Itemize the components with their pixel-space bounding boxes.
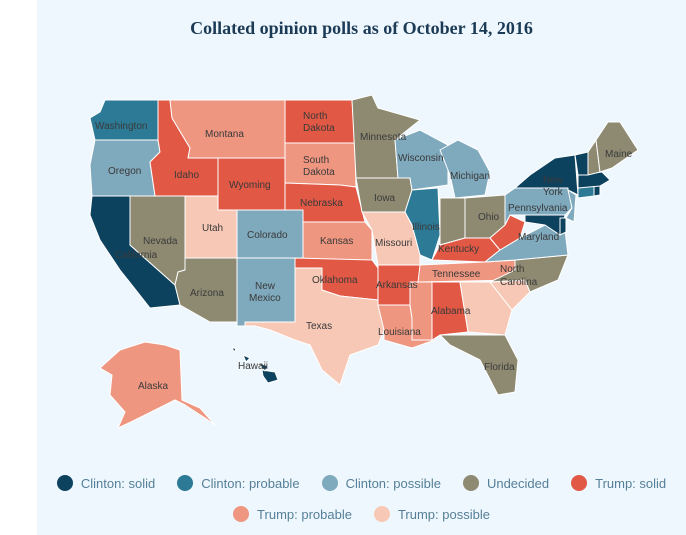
label-alaska: Alaska bbox=[138, 381, 168, 392]
legend-swatch-clinton-solid bbox=[56, 475, 73, 491]
label-alabama: Alabama bbox=[431, 306, 471, 317]
legend-item-trump-probable[interactable]: Trump: probable bbox=[233, 506, 352, 522]
legend-item-trump-possible[interactable]: Trump: possible bbox=[373, 506, 490, 522]
legend-label-clinton-probable: Clinton: probable bbox=[201, 475, 300, 491]
label-new-mexico-2: Mexico bbox=[249, 293, 281, 304]
legend-row-1: Clinton: solid Clinton: probable Clinton… bbox=[37, 475, 686, 491]
legend-label-trump-solid: Trump: solid bbox=[595, 475, 667, 491]
label-illinois: Illinois bbox=[412, 222, 440, 233]
label-utah: Utah bbox=[202, 223, 223, 234]
label-south-dakota-2: Dakota bbox=[303, 167, 335, 178]
state-florida[interactable] bbox=[439, 334, 519, 396]
legend-swatch-trump-solid bbox=[571, 475, 588, 491]
label-north-dakota-1: North bbox=[303, 111, 327, 122]
label-hawaii: Hawaii bbox=[238, 361, 268, 372]
label-washington: Washington bbox=[95, 121, 147, 132]
state-kansas[interactable] bbox=[302, 221, 373, 261]
label-maine: Maine bbox=[605, 149, 633, 160]
label-kansas: Kansas bbox=[320, 236, 353, 247]
state-maryland[interactable] bbox=[524, 214, 566, 236]
state-labels: Washington Oregon California Nevada Idah… bbox=[95, 111, 633, 392]
label-nevada: Nevada bbox=[143, 236, 178, 247]
label-tennessee: Tennessee bbox=[432, 269, 481, 280]
state-new-jersey[interactable] bbox=[565, 189, 577, 223]
legend-label-undecided: Undecided bbox=[486, 475, 550, 491]
label-minnesota: Minnesota bbox=[360, 132, 407, 143]
label-california: California bbox=[115, 250, 158, 261]
map-title: Collated opinion polls as of October 14,… bbox=[190, 18, 533, 38]
state-alabama[interactable] bbox=[431, 281, 469, 341]
legend-swatch-clinton-probable bbox=[177, 475, 194, 491]
legend-label-clinton-possible: Clinton: possible bbox=[345, 475, 441, 491]
state-maine[interactable] bbox=[595, 121, 639, 173]
state-north-carolina[interactable] bbox=[489, 254, 569, 293]
label-texas: Texas bbox=[306, 321, 332, 332]
label-wyoming: Wyoming bbox=[229, 180, 271, 191]
label-wisconsin: Wisconsin bbox=[398, 153, 444, 164]
label-arizona: Arizona bbox=[190, 288, 224, 299]
label-idaho: Idaho bbox=[174, 170, 199, 181]
state-delaware[interactable] bbox=[559, 217, 567, 236]
legend-label-trump-probable: Trump: probable bbox=[257, 506, 352, 522]
legend-swatch-trump-possible bbox=[373, 506, 390, 522]
label-north-dakota-2: Dakota bbox=[303, 123, 335, 134]
label-florida: Florida bbox=[484, 362, 515, 373]
label-michigan: Michigan bbox=[450, 171, 490, 182]
state-michigan[interactable] bbox=[439, 139, 491, 199]
label-colorado: Colorado bbox=[247, 230, 288, 241]
state-new-york[interactable] bbox=[514, 154, 579, 196]
state-illinois[interactable] bbox=[404, 187, 441, 261]
state-vermont[interactable] bbox=[574, 151, 589, 176]
label-new-york-1: New bbox=[543, 175, 564, 186]
label-new-york-2: York bbox=[543, 187, 564, 198]
label-missouri: Missouri bbox=[375, 238, 412, 249]
label-arkansas: Arkansas bbox=[376, 280, 418, 291]
state-hawaii[interactable] bbox=[231, 346, 279, 384]
label-oklahoma: Oklahoma bbox=[312, 275, 358, 286]
label-maryland: Maryland bbox=[518, 232, 559, 243]
label-louisiana: Louisiana bbox=[378, 327, 421, 338]
legend-label-trump-possible: Trump: possible bbox=[397, 506, 490, 522]
legend-item-clinton-solid[interactable]: Clinton: solid bbox=[56, 475, 156, 491]
legend-item-trump-solid[interactable]: Trump: solid bbox=[571, 475, 666, 491]
label-ohio: Ohio bbox=[478, 212, 500, 223]
label-north-carolina-2: Carolina bbox=[500, 277, 538, 288]
label-north-carolina-1: North bbox=[500, 264, 524, 275]
legend-item-clinton-probable[interactable]: Clinton: probable bbox=[177, 475, 300, 491]
legend-item-clinton-possible[interactable]: Clinton: possible bbox=[321, 475, 441, 491]
label-iowa: Iowa bbox=[374, 193, 396, 204]
state-new-mexico[interactable] bbox=[236, 257, 296, 327]
state-virginia[interactable] bbox=[484, 224, 569, 263]
legend-item-undecided[interactable]: Undecided bbox=[462, 475, 550, 491]
state-texas[interactable] bbox=[244, 267, 385, 386]
legend-swatch-undecided bbox=[462, 475, 479, 491]
legend-row-2: Trump: probable Trump: possible bbox=[37, 506, 686, 522]
label-south-dakota-1: South bbox=[303, 155, 329, 166]
legend-swatch-clinton-possible bbox=[321, 475, 338, 491]
state-indiana[interactable] bbox=[439, 197, 466, 246]
label-kentucky: Kentucky bbox=[438, 244, 479, 255]
state-georgia[interactable] bbox=[459, 281, 513, 336]
label-new-mexico-1: New bbox=[255, 281, 276, 292]
state-alaska[interactable] bbox=[99, 341, 216, 429]
legend-swatch-trump-probable bbox=[233, 506, 250, 522]
label-oregon: Oregon bbox=[108, 166, 141, 177]
state-washington[interactable] bbox=[89, 99, 159, 141]
label-montana: Montana bbox=[205, 129, 244, 140]
label-nebraska: Nebraska bbox=[300, 198, 343, 209]
label-pennsylvania: Pennsylvania bbox=[508, 203, 568, 214]
legend-label-clinton-solid: Clinton: solid bbox=[80, 475, 156, 491]
state-wisconsin[interactable] bbox=[394, 129, 449, 191]
state-rhode-island[interactable] bbox=[593, 185, 601, 197]
